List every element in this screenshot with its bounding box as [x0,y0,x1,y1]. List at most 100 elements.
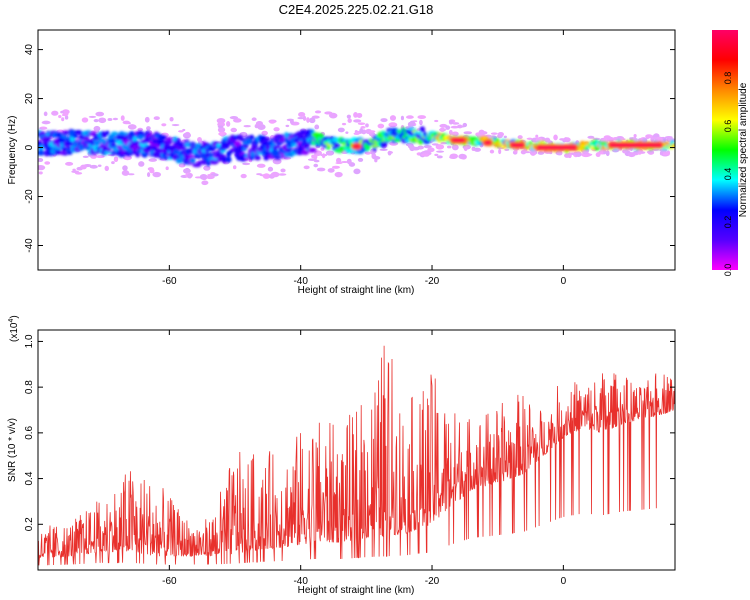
heat-blob [382,141,387,148]
snr-y-multiplier: (x104) [8,315,20,342]
heat-haze-dot [364,151,371,155]
heat-haze-dot [256,173,263,176]
heat-haze-dot [257,124,266,131]
heat-haze-dot [530,149,537,156]
heat-haze-dot [331,165,340,169]
heat-haze-dot [553,134,558,141]
spectrogram-frame [37,29,676,271]
heat-haze-dot [637,152,642,155]
heat-haze-dot [334,171,343,178]
heat-haze-dot [656,136,664,143]
heat-haze-dot [104,165,109,172]
heat-haze-dot [261,130,268,136]
heat-haze-dot [388,122,398,128]
heat-haze-dot [210,171,216,176]
heat-blob [138,134,143,141]
heat-haze-dot [650,136,655,142]
heat-haze-dot [335,162,343,165]
heat-haze-dot [497,131,505,137]
heat-haze-dot [497,134,503,139]
heat-haze-dot [389,115,397,121]
heat-haze-dot [259,174,269,177]
heat-haze-dot [112,117,119,121]
heat-haze-dot [523,148,528,152]
y-tick-label: 20 [24,93,35,105]
heat-blob [118,131,126,136]
heat-blob [299,135,306,140]
heat-haze-dot [357,122,366,125]
heat-haze-dot [471,146,476,152]
heat-haze-dot [534,137,539,142]
heat-haze-dot [88,115,97,118]
heat-haze-dot [207,173,215,176]
heat-blob [285,148,294,153]
heat-haze-dot [302,115,307,121]
heat-blob [326,145,331,150]
heat-haze-dot [232,165,237,170]
heat-haze-dot [316,167,326,172]
heat-haze-dot [463,145,468,152]
heat-haze-dot [345,131,349,134]
heat-haze-dot [436,155,443,159]
heat-haze-dot [562,138,567,143]
heat-haze-dot [660,136,666,141]
heat-blob [160,135,167,140]
snr-frame [37,329,676,571]
heat-haze-dot [38,171,43,175]
heat-haze-dot [427,147,435,153]
heat-blob [245,140,253,145]
heat-haze-dot [564,137,568,140]
heat-haze-dot [618,138,626,141]
heat-haze-dot [201,182,207,185]
heat-haze-dot [60,110,64,114]
heat-haze-dot [218,131,227,137]
heat-haze-dot [89,164,98,169]
heat-blob [419,126,426,133]
heat-haze-dot [65,161,74,166]
x-tick-label: 0 [561,276,567,287]
heat-haze-dot [314,124,320,130]
heat-haze-dot [107,117,113,121]
heat-haze-dot [411,122,417,127]
page-title: C2E4.2025.225.02.21.G18 [279,2,434,17]
heat-haze-dot [498,148,502,155]
spectrogram-x-ticks: -60 -40 -20 0 [162,30,567,287]
heat-haze-dot [38,164,46,171]
heat-haze-dot [409,120,416,127]
heat-haze-dot [647,150,655,155]
heat-haze-dot [347,118,352,123]
heat-blob [38,141,43,147]
y-tick-label: 0.4 [24,471,35,485]
heat-haze-dot [346,114,351,119]
heat-haze-dot [417,115,427,120]
spectrogram-y-ticks: 40 20 0 -20 -40 [24,44,675,253]
heat-haze-dot [240,173,247,179]
heat-haze-dot [286,118,294,122]
heat-haze-dot [407,143,414,149]
heat-haze-dot [61,114,66,117]
heat-haze-dot [531,137,539,143]
spectrogram-y-label: Frequency (Hz) [7,116,18,185]
heat-blob [116,133,122,141]
heat-haze-dot [564,153,570,158]
heat-haze-dot [123,155,132,161]
heat-haze-dot [146,172,151,178]
heat-haze-dot [612,137,619,141]
y-tick-label: -40 [24,238,35,253]
heat-haze-dot [242,162,251,166]
heat-haze-dot [201,180,209,186]
heat-blob [265,137,270,141]
heat-haze-dot [314,110,322,114]
heat-haze-dot [353,132,360,136]
heat-peak-core [510,143,524,148]
heat-haze-dot [448,119,456,123]
heat-haze-dot [122,120,131,125]
heat-haze-dot [504,148,510,151]
heat-peak-core [484,140,492,145]
heat-haze-dot [421,153,430,157]
heat-haze-dot [407,122,412,127]
heat-haze-dot [452,122,460,125]
heat-haze-dot [44,161,51,165]
heat-haze-dot [219,132,226,137]
